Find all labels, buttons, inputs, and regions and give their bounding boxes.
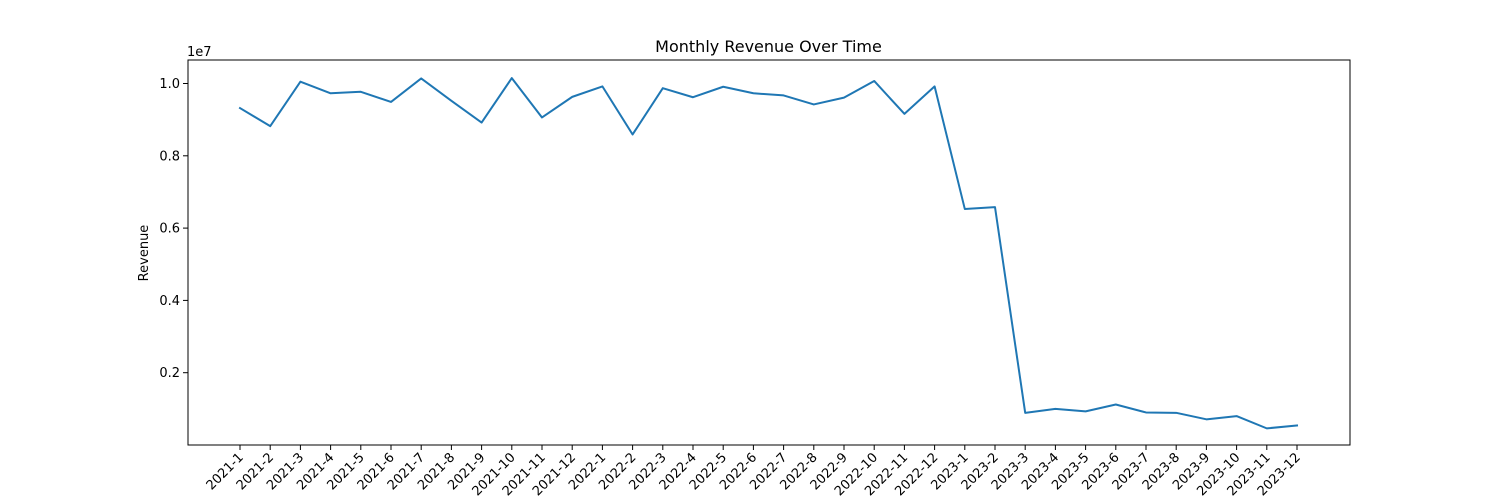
y-axis-label: Revenue: [137, 225, 152, 282]
y-tick-label: 0.4: [159, 294, 180, 309]
x-axis: 2021-12021-22021-32021-42021-52021-62021…: [204, 445, 1304, 499]
y-tick-label: 1.0: [159, 77, 180, 92]
y-axis: 0.2 0.4 0.6 0.8 1.0: [159, 77, 188, 381]
y-tick-label: 0.8: [159, 149, 180, 164]
chart-title: Monthly Revenue Over Time: [655, 37, 882, 56]
y-tick-label: 0.6: [159, 222, 180, 237]
series-layer: [238, 77, 1299, 430]
series-line: [238, 77, 1299, 430]
y-tick-label: 0.2: [159, 366, 180, 381]
y-axis-offset-label: 1e7: [187, 45, 212, 60]
plot-area: [187, 59, 1351, 446]
